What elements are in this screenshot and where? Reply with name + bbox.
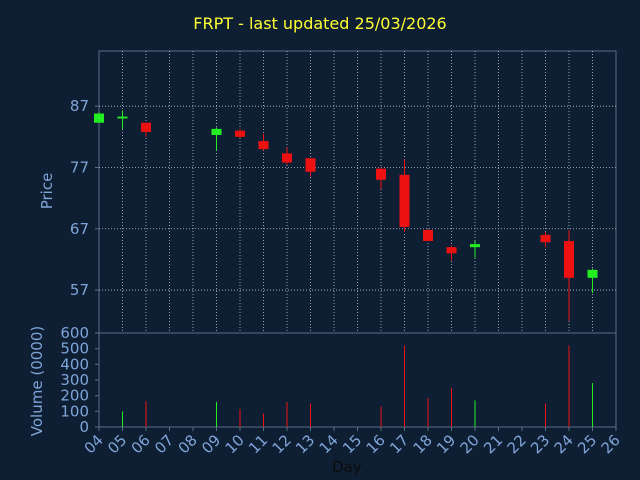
x-tick-label: 07 (151, 431, 177, 457)
candle-body (141, 122, 151, 132)
candle-body (423, 230, 433, 242)
candle-body (376, 168, 386, 180)
candle-body (399, 174, 410, 227)
candle-body (446, 247, 457, 254)
candle-body (470, 244, 480, 248)
x-tick-label: 20 (457, 431, 483, 457)
x-tick-label: 11 (245, 431, 271, 457)
volume-tick-label: 100 (60, 402, 89, 420)
volume-tick-label: 0 (79, 418, 89, 436)
candle-body (211, 128, 222, 135)
x-tick-label: 06 (128, 431, 154, 457)
x-tick-label: 12 (269, 431, 295, 457)
volume-tick-label: 600 (60, 324, 89, 342)
x-axis-label: Day (332, 458, 362, 476)
x-tick-label: 24 (551, 431, 577, 457)
candle-body (305, 158, 316, 172)
x-tick-label: 13 (292, 431, 318, 457)
x-tick-label: 09 (198, 431, 224, 457)
volume-tick-label: 500 (60, 340, 89, 358)
volume-tick-label: 400 (60, 355, 89, 373)
price-tick-label: 77 (70, 158, 89, 176)
price-tick-label: 57 (70, 281, 89, 299)
x-tick-label: 08 (175, 431, 201, 457)
x-tick-label: 14 (316, 431, 342, 457)
x-tick-label: 23 (527, 431, 553, 457)
volume-tick-label: 200 (60, 387, 89, 405)
volume-axis-label: Volume (0000) (28, 325, 46, 437)
x-tick-label: 22 (504, 431, 530, 457)
candle-body (117, 116, 128, 119)
volume-tick-label: 300 (60, 371, 89, 389)
volume-panel-frame (98, 332, 617, 428)
price-axis-label: Price (38, 172, 56, 210)
x-tick-label: 15 (339, 431, 365, 457)
price-tick-label: 67 (70, 220, 89, 238)
x-tick-label: 25 (574, 431, 600, 457)
x-tick-label: 10 (222, 431, 248, 457)
candle-body (540, 234, 551, 243)
chart-title: FRPT - last updated 25/03/2026 (193, 14, 447, 33)
x-tick-label: 18 (410, 431, 436, 457)
price-tick-label: 87 (70, 97, 89, 115)
candle-body (258, 141, 269, 150)
x-tick-label: 19 (433, 431, 459, 457)
candle-body (235, 130, 245, 137)
candle-body (564, 241, 574, 278)
x-tick-label: 26 (598, 431, 624, 457)
candle-body (282, 153, 292, 163)
x-tick-label: 21 (480, 431, 506, 457)
candle-body (94, 113, 104, 123)
x-tick-label: 17 (386, 431, 412, 457)
x-tick-label: 16 (363, 431, 389, 457)
x-tick-label: 05 (104, 431, 130, 457)
candle-body (587, 269, 598, 278)
